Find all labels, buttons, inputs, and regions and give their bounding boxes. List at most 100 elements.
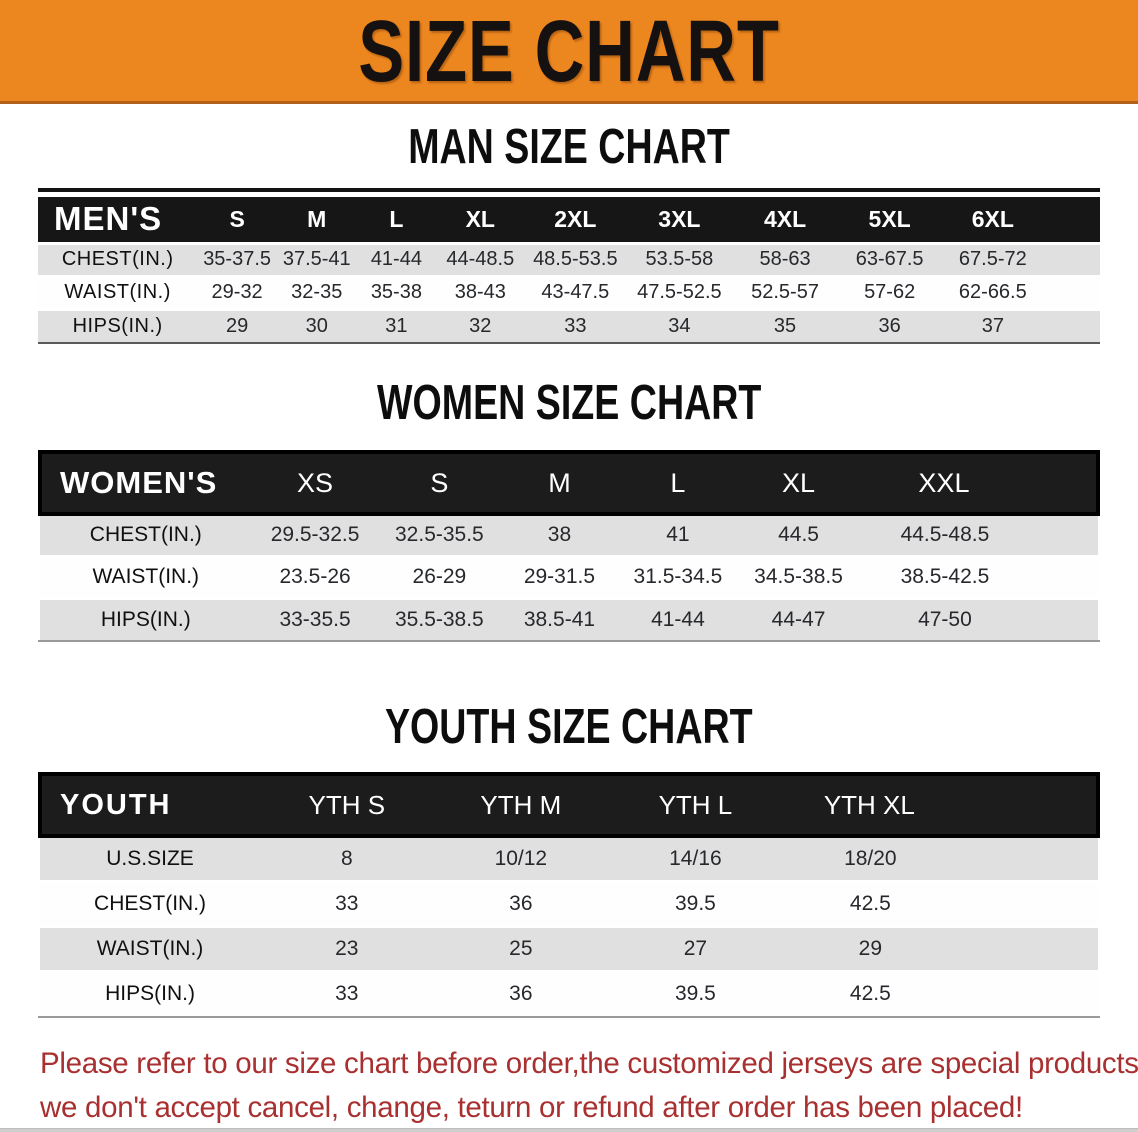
size-column-header: XL: [737, 450, 860, 516]
size-column-header: M: [276, 197, 357, 243]
size-column-header: 5XL: [837, 197, 942, 243]
table-row: CHEST(IN.) 35-37.5 37.5-41 41-44 44-48.5 48.5…: [38, 241, 1100, 276]
value-cell: 35.5-38.5: [378, 596, 501, 640]
size-column-header: 3XL: [626, 197, 733, 243]
value-cell: 33: [260, 969, 434, 1016]
size-column-header: 4XL: [732, 197, 838, 243]
value-cell: 8: [260, 834, 434, 881]
value-cell: 47.5-52.5: [626, 274, 733, 309]
value-cell: 39.5: [608, 969, 783, 1016]
row-label: CHEST(IN.): [40, 879, 261, 926]
size-column-header: XL: [436, 197, 525, 243]
value-cell: 34: [626, 307, 733, 342]
size-chart-banner: SIZE CHART: [0, 0, 1138, 104]
value-cell: 62-66.5: [941, 274, 1100, 309]
women-size-chart-heading: WOMEN SIZE CHART: [376, 373, 762, 430]
table-header-row: WOMEN'S XS S M L XL XXL: [38, 450, 1101, 516]
table-row: HIPS(IN.) 33 36 39.5 42.5: [40, 969, 1098, 1016]
value-cell: 58-63: [732, 241, 838, 276]
table-row: WAIST(IN.) 23.5-26 26-29 29-31.5 31.5-34.5 34…: [40, 554, 1098, 598]
table-top-rule: [38, 188, 1100, 192]
value-cell: 38: [500, 512, 619, 556]
value-cell: 31.5-34.5: [618, 554, 738, 598]
value-cell: 32.5-35.5: [378, 512, 501, 556]
value-cell: 29.5-32.5: [251, 512, 379, 556]
men-size-table-grid: MEN'S S M L XL 2XL 3XL 4XL 5XL 6XL CHEST(IN.) 35-37…: [38, 197, 1100, 342]
value-cell: 33-35.5: [251, 596, 379, 640]
value-cell: 29: [197, 307, 277, 342]
size-column-header: XS: [251, 450, 379, 516]
bottom-edge-strip: [0, 1128, 1138, 1132]
size-column-header: YTH M: [433, 772, 609, 838]
table-header-row: YOUTH YTH S YTH M YTH L YTH XL: [37, 772, 1101, 838]
table-row: CHEST(IN.) 33 36 39.5 42.5: [40, 879, 1098, 926]
table-row: CHEST(IN.) 29.5-32.5 32.5-35.5 38 41 44.5 44.5…: [40, 512, 1098, 556]
value-cell: 25: [433, 924, 609, 971]
row-label: HIPS(IN.): [38, 307, 198, 342]
value-cell: 53.5-58: [626, 241, 733, 276]
value-cell: 48.5-53.5: [524, 241, 627, 276]
value-cell: 30: [276, 307, 357, 342]
size-column-header: S: [197, 197, 277, 243]
men-size-table: MEN'S S M L XL 2XL 3XL 4XL 5XL 6XL CHEST(IN.) 35-37…: [38, 188, 1100, 344]
man-size-chart-heading: MAN SIZE CHART: [408, 117, 730, 174]
row-label: HIPS(IN.): [40, 596, 252, 640]
value-cell: 36: [433, 969, 609, 1016]
size-column-header: YTH XL: [782, 772, 1101, 838]
size-column-header: S: [378, 450, 501, 516]
value-cell: 38.5-41: [500, 596, 619, 640]
value-cell: 41-44: [618, 596, 738, 640]
value-cell: 36: [433, 879, 609, 926]
value-cell: 44-48.5: [436, 241, 525, 276]
row-label: HIPS(IN.): [40, 969, 261, 1016]
value-cell: 18/20: [782, 834, 1098, 881]
value-cell: 47-50: [859, 596, 1098, 640]
value-cell: 33: [260, 879, 434, 926]
value-cell: 63-67.5: [837, 241, 942, 276]
value-cell: 38.5-42.5: [859, 554, 1098, 598]
value-cell: 52.5-57: [732, 274, 838, 309]
youth-size-table-grid: YOUTH YTH S YTH M YTH L YTH XL U.S.SIZE 8 10/12…: [37, 772, 1101, 1016]
value-cell: 29-31.5: [500, 554, 619, 598]
table-row: U.S.SIZE 8 10/12 14/16 18/20: [40, 834, 1098, 881]
women-size-table: WOMEN'S XS S M L XL XXL CHEST(IN.) 29.5-32.5 32.5…: [38, 450, 1101, 642]
value-cell: 32: [436, 307, 525, 342]
youth-size-table: YOUTH YTH S YTH M YTH L YTH XL U.S.SIZE 8 10/12…: [37, 772, 1101, 1018]
size-column-header: L: [618, 450, 738, 516]
value-cell: 35: [732, 307, 838, 342]
table-header-label: WOMEN'S: [38, 450, 252, 516]
row-label: WAIST(IN.): [38, 274, 198, 309]
size-column-header: XXL: [859, 450, 1101, 516]
size-column-header: YTH L: [608, 772, 783, 838]
value-cell: 27: [608, 924, 783, 971]
value-cell: 34.5-38.5: [737, 554, 860, 598]
value-cell: 38-43: [436, 274, 525, 309]
value-cell: 44.5-48.5: [859, 512, 1098, 556]
banner-title: SIZE CHART: [358, 1, 780, 100]
row-label: CHEST(IN.): [38, 241, 198, 276]
value-cell: 43-47.5: [524, 274, 627, 309]
value-cell: 33: [524, 307, 627, 342]
table-row: HIPS(IN.) 33-35.5 35.5-38.5 38.5-41 41-44 44-…: [40, 596, 1098, 640]
table-header-row: MEN'S S M L XL 2XL 3XL 4XL 5XL 6XL: [38, 197, 1100, 243]
women-size-table-grid: WOMEN'S XS S M L XL XXL CHEST(IN.) 29.5-32.5 32.5…: [38, 450, 1101, 640]
row-label: WAIST(IN.): [40, 554, 252, 598]
value-cell: 41-44: [356, 241, 437, 276]
size-column-header: 6XL: [941, 197, 1100, 243]
youth-size-chart-heading: YOUTH SIZE CHART: [385, 697, 753, 754]
row-label: U.S.SIZE: [40, 834, 261, 881]
value-cell: 44.5: [737, 512, 860, 556]
value-cell: 10/12: [433, 834, 609, 881]
table-row: HIPS(IN.) 29 30 31 32 33 34 35 36 37: [38, 307, 1100, 342]
value-cell: 41: [618, 512, 738, 556]
table-row: WAIST(IN.) 29-32 32-35 35-38 38-43 43-47.5 47.…: [38, 274, 1100, 309]
value-cell: 23.5-26: [251, 554, 379, 598]
table-header-label: MEN'S: [38, 197, 198, 243]
value-cell: 23: [260, 924, 434, 971]
value-cell: 29: [782, 924, 1098, 971]
value-cell: 42.5: [782, 969, 1098, 1016]
table-header-label: YOUTH: [37, 772, 261, 838]
value-cell: 36: [837, 307, 942, 342]
value-cell: 37.5-41: [276, 241, 357, 276]
value-cell: 35-37.5: [197, 241, 277, 276]
